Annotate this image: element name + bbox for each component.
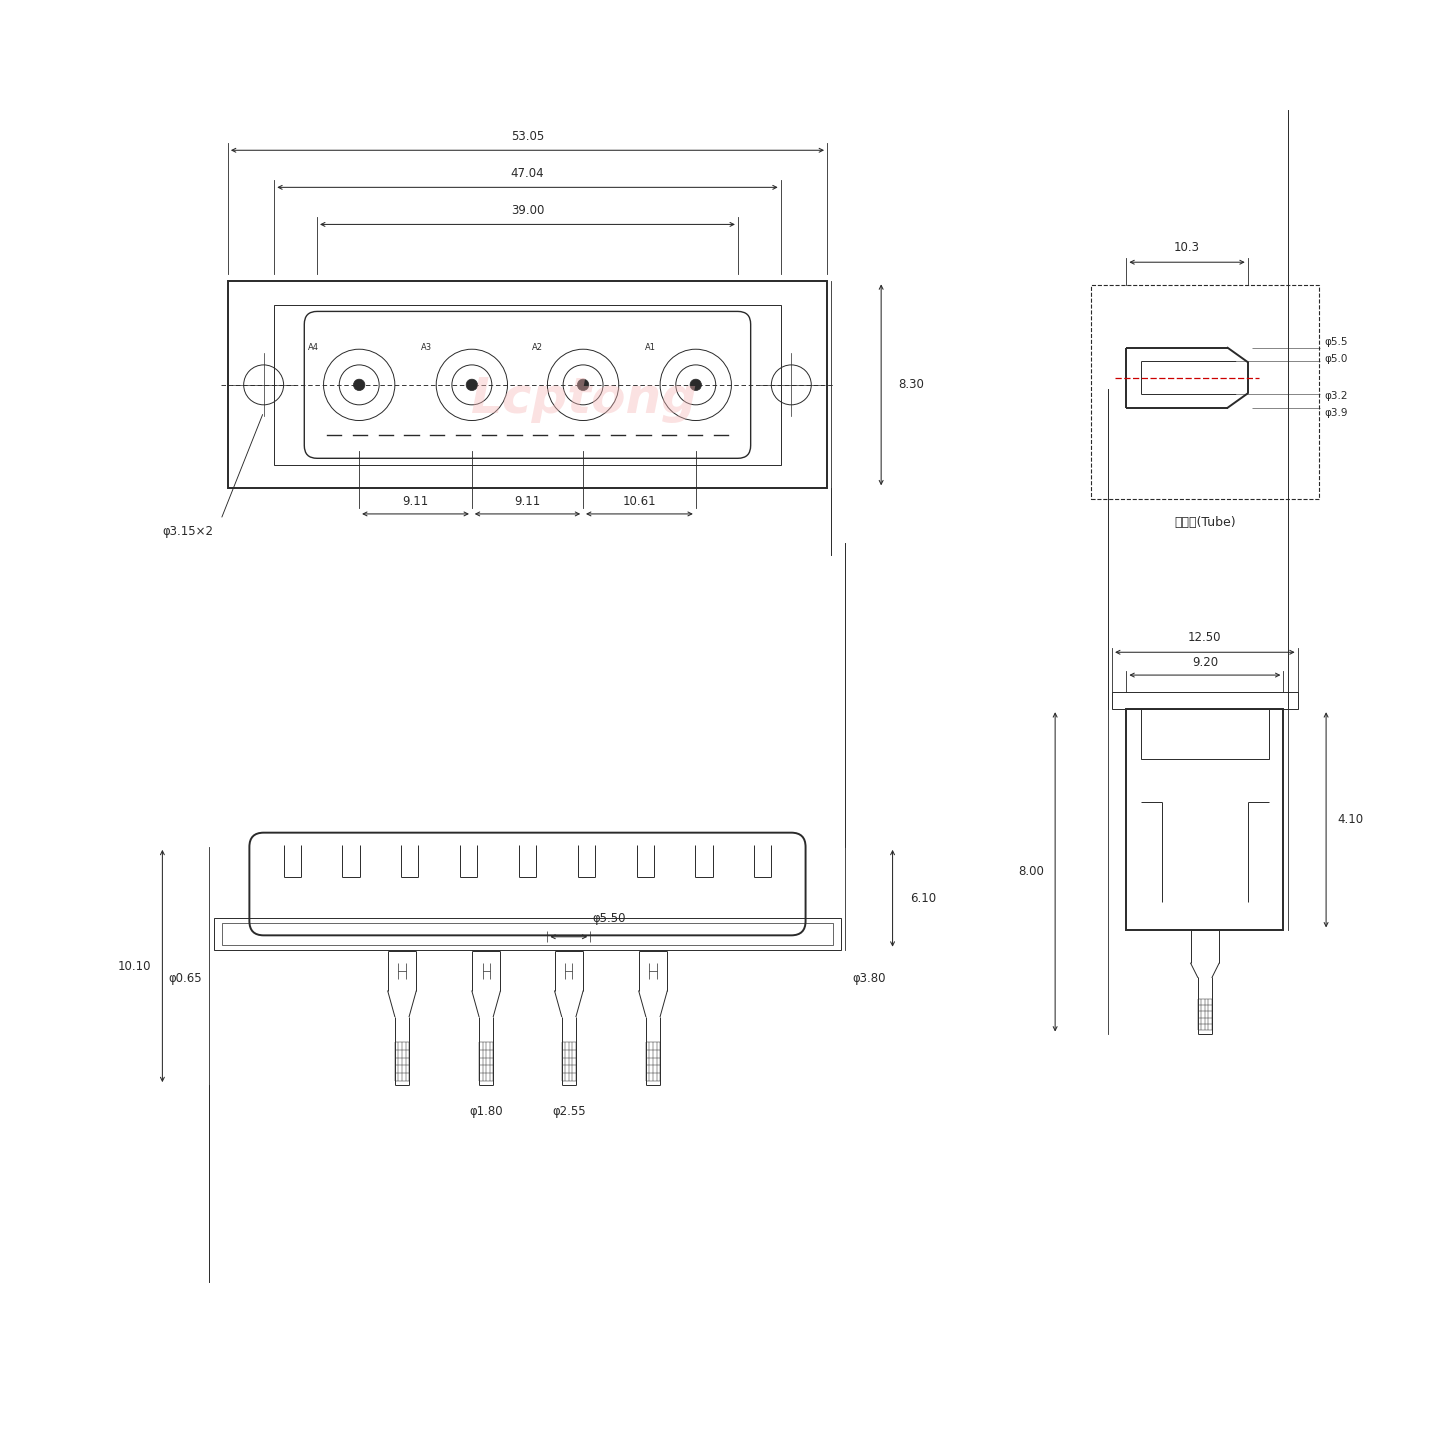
Text: A4: A4 bbox=[308, 343, 320, 351]
Text: φ3.15×2: φ3.15×2 bbox=[163, 524, 213, 537]
Bar bbox=[213, 919, 841, 949]
Text: 10.61: 10.61 bbox=[622, 494, 657, 507]
Text: φ3.9: φ3.9 bbox=[1325, 409, 1348, 419]
Text: 53.05: 53.05 bbox=[511, 130, 544, 143]
Text: 9.11: 9.11 bbox=[514, 494, 540, 507]
Circle shape bbox=[577, 379, 589, 390]
Text: φ3.2: φ3.2 bbox=[1325, 392, 1348, 402]
Text: A3: A3 bbox=[420, 343, 432, 351]
Text: 10.10: 10.10 bbox=[118, 959, 151, 972]
Text: 8.30: 8.30 bbox=[899, 379, 924, 392]
Text: 9.20: 9.20 bbox=[1192, 655, 1218, 668]
Bar bbox=[222, 923, 832, 945]
Text: φ0.65: φ0.65 bbox=[168, 972, 203, 985]
Text: 6.10: 6.10 bbox=[910, 891, 936, 904]
Text: 12.50: 12.50 bbox=[1188, 632, 1221, 645]
Text: φ1.80: φ1.80 bbox=[469, 1104, 503, 1117]
Text: A2: A2 bbox=[533, 343, 543, 351]
Bar bbox=[1112, 693, 1297, 710]
Text: 9.11: 9.11 bbox=[402, 494, 429, 507]
Circle shape bbox=[467, 379, 478, 390]
Bar bbox=[228, 281, 827, 488]
Text: φ3.80: φ3.80 bbox=[852, 972, 886, 985]
Text: 4.10: 4.10 bbox=[1338, 814, 1364, 827]
Bar bbox=[1090, 285, 1319, 498]
Text: A1: A1 bbox=[645, 343, 655, 351]
Circle shape bbox=[353, 379, 364, 390]
Text: φ5.0: φ5.0 bbox=[1325, 354, 1348, 364]
Text: φ5.5: φ5.5 bbox=[1325, 337, 1348, 347]
Text: φ5.50: φ5.50 bbox=[593, 913, 626, 926]
Bar bbox=[1140, 710, 1269, 759]
Text: 39.00: 39.00 bbox=[511, 203, 544, 216]
Bar bbox=[275, 305, 780, 465]
Text: 10.3: 10.3 bbox=[1174, 242, 1200, 255]
Text: 8.00: 8.00 bbox=[1018, 865, 1044, 878]
Bar bbox=[1126, 710, 1283, 930]
Text: 47.04: 47.04 bbox=[511, 167, 544, 180]
Text: φ2.55: φ2.55 bbox=[552, 1104, 586, 1117]
Text: 屏蔽管(Tube): 屏蔽管(Tube) bbox=[1174, 516, 1236, 528]
Text: Lcptong: Lcptong bbox=[471, 376, 698, 423]
Circle shape bbox=[690, 379, 701, 390]
